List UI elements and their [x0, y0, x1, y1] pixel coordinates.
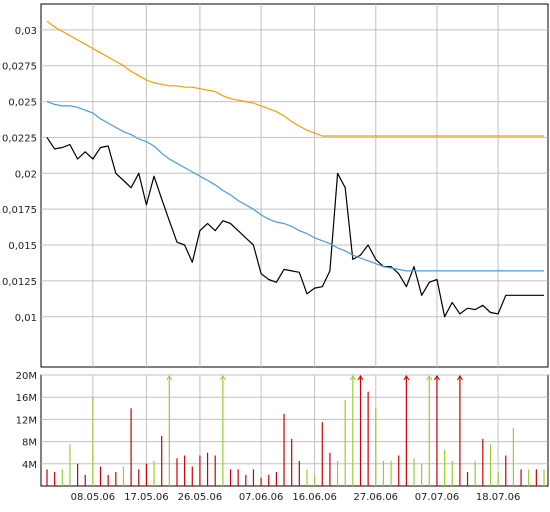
volume-x-tick-label: 16.06.06	[292, 492, 337, 503]
y-tick-label: 0,02	[15, 169, 37, 180]
series-line-price	[46, 137, 544, 318]
volume-overflow-arrow	[426, 375, 433, 381]
volume-y-tick-label: 4M	[22, 460, 37, 471]
volume-chart: 20M 16M 12M 8M 4M 08.05.06 17.05.06 26.05.06 07.…	[16, 372, 549, 503]
volume-y-tick-label: 8M	[22, 438, 37, 449]
volume-overflow-arrow	[434, 375, 440, 381]
volume-x-tick-label: 17.05.06	[124, 492, 169, 503]
y-tick-label: 0,0225	[2, 133, 37, 144]
volume-plot-area	[40, 374, 549, 487]
volume-overflow-arrow	[456, 375, 463, 381]
y-tick-label: 0,03	[15, 26, 37, 37]
volume-overflow-arrow	[403, 375, 410, 381]
volume-overflow-arrow	[349, 375, 356, 381]
y-tick-label: 0,0175	[2, 205, 37, 216]
volume-x-tick-label: 27.06.06	[354, 492, 399, 503]
series-line-ma-short	[46, 101, 544, 272]
y-tick-label: 0,015	[8, 241, 37, 252]
volume-x-tick-label: 07.06.06	[239, 492, 284, 503]
volume-overflow-arrow	[219, 375, 226, 381]
volume-y-tick-label: 12M	[16, 415, 37, 426]
volume-x-tick-label: 18.07.06	[476, 492, 521, 503]
y-tick-label: 0,0275	[2, 62, 37, 73]
volume-y-tick-label: 20M	[16, 372, 37, 382]
volume-overflow-arrow	[166, 375, 173, 381]
y-tick-label: 0,025	[8, 98, 37, 109]
volume-x-tick-label: 07.07.06	[415, 492, 460, 503]
series-line-ma-long	[46, 20, 544, 137]
price-chart: 0,03 0,0275 0,025 0,0225 0,02 0,0175 0,015 0,01…	[2, 3, 549, 368]
volume-y-tick-label: 16M	[16, 393, 37, 404]
volume-x-tick-label: 26.05.06	[178, 492, 223, 503]
plot-area	[40, 3, 549, 368]
y-tick-label: 0,01	[15, 313, 37, 324]
volume-x-tick-label: 08.05.06	[71, 492, 116, 503]
y-tick-label: 0,0125	[2, 277, 37, 288]
volume-overflow-arrow	[357, 375, 364, 381]
